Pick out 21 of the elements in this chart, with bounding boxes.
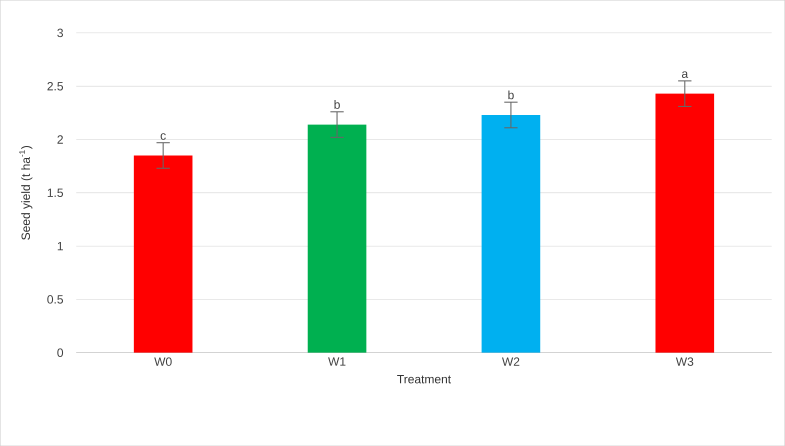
y-tick-label: 0.5	[47, 295, 64, 304]
x-tick-label: W1	[328, 357, 346, 366]
annotation: b	[334, 100, 340, 109]
y-tick-label: 2	[57, 135, 63, 144]
y-tick-label: 1.5	[48, 188, 64, 197]
bar	[655, 94, 714, 353]
x-tick-label: W2	[502, 357, 520, 366]
y-tick-label: 0	[57, 348, 64, 357]
y-tick-label: 2.5	[47, 82, 64, 90]
bar	[308, 124, 366, 353]
annotation: c	[160, 133, 166, 140]
annotation: b	[508, 90, 514, 100]
bar	[482, 114, 540, 353]
y-axis-title: Seed yield (t ha$^{-1}$)	[19, 146, 32, 240]
y-tick-label: 1	[58, 242, 63, 250]
bar	[134, 155, 192, 353]
annotation: a	[682, 71, 688, 78]
x-tick-label: W3	[676, 357, 694, 366]
x-axis-title: Treatment	[397, 374, 451, 384]
x-tick-label: W0	[154, 357, 172, 366]
y-tick-label: 3	[57, 28, 63, 38]
